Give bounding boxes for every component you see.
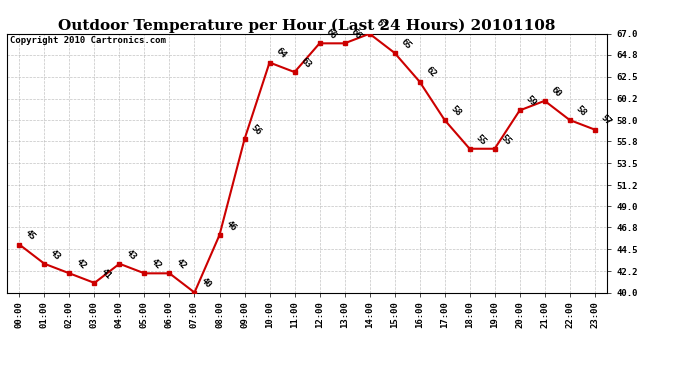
Text: 42: 42 bbox=[148, 257, 163, 271]
Text: 43: 43 bbox=[124, 248, 137, 262]
Text: 58: 58 bbox=[448, 104, 463, 118]
Text: 56: 56 bbox=[248, 123, 263, 137]
Text: 55: 55 bbox=[474, 133, 488, 147]
Text: 63: 63 bbox=[299, 56, 313, 70]
Text: 66: 66 bbox=[348, 27, 363, 41]
Text: 40: 40 bbox=[199, 276, 213, 290]
Text: 58: 58 bbox=[574, 104, 588, 118]
Text: 41: 41 bbox=[99, 267, 112, 281]
Title: Outdoor Temperature per Hour (Last 24 Hours) 20101108: Outdoor Temperature per Hour (Last 24 Ho… bbox=[58, 18, 556, 33]
Text: 65: 65 bbox=[399, 37, 413, 51]
Text: Copyright 2010 Cartronics.com: Copyright 2010 Cartronics.com bbox=[10, 36, 166, 45]
Text: 67: 67 bbox=[374, 18, 388, 32]
Text: 62: 62 bbox=[424, 66, 437, 80]
Text: 42: 42 bbox=[74, 257, 88, 271]
Text: 59: 59 bbox=[524, 94, 538, 108]
Text: 60: 60 bbox=[549, 85, 563, 99]
Text: 55: 55 bbox=[499, 133, 513, 147]
Text: 57: 57 bbox=[599, 114, 613, 128]
Text: 66: 66 bbox=[324, 27, 337, 41]
Text: 42: 42 bbox=[174, 257, 188, 271]
Text: 43: 43 bbox=[48, 248, 63, 262]
Text: 45: 45 bbox=[23, 228, 37, 242]
Text: 64: 64 bbox=[274, 46, 288, 60]
Text: 46: 46 bbox=[224, 219, 237, 233]
